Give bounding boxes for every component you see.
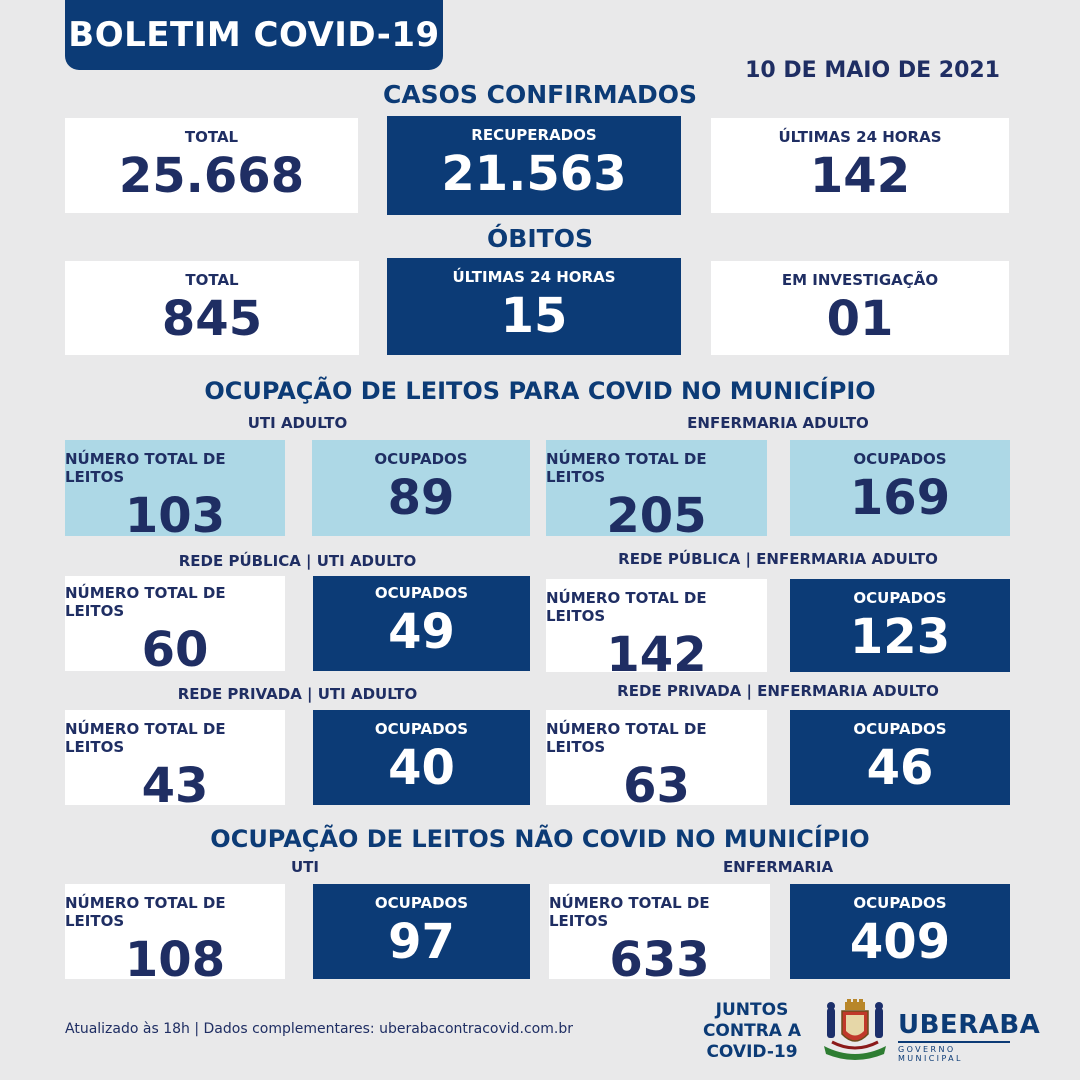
juntos-line: COVID-19 — [706, 1042, 798, 1062]
subtitle-priv-enf: REDE PRIVADA | ENFERMARIA ADULTO — [617, 682, 939, 700]
card-uti-ocupados: OCUPADOS 89 — [312, 440, 530, 536]
subtitle-uti-adulto: UTI ADULTO — [247, 414, 348, 432]
card-value: 97 — [388, 914, 455, 970]
card-pub-enf-ocupados: OCUPADOS 123 — [790, 579, 1010, 672]
subtitle-pub-uti: REDE PÚBLICA | UTI ADULTO — [178, 552, 417, 570]
card-label: OCUPADOS — [374, 894, 469, 912]
card-enf-ocupados: OCUPADOS 169 — [790, 440, 1010, 536]
card-value: 63 — [623, 758, 690, 814]
card-value: 43 — [141, 758, 209, 814]
card-value: 60 — [141, 622, 209, 678]
card-naocovid-enf-ocupados: OCUPADOS 409 — [790, 884, 1010, 979]
section-title-casos: CASOS CONFIRMADOS — [382, 80, 698, 109]
card-naocovid-uti-total: NÚMERO TOTAL DE LEITOS 108 — [65, 884, 285, 988]
section-title-obitos: ÓBITOS — [487, 224, 593, 253]
card-pub-uti-total: NÚMERO TOTAL DE LEITOS 60 — [65, 576, 285, 678]
card-label: ÚLTIMAS 24 HORAS — [778, 128, 942, 146]
card-value: 409 — [849, 914, 951, 970]
juntos-logo: JUNTOS CONTRA A COVID-19 — [702, 1000, 802, 1063]
card-value: 633 — [609, 932, 710, 988]
juntos-line: JUNTOS — [715, 1000, 789, 1020]
card-priv-uti-ocupados: OCUPADOS 40 — [313, 710, 530, 805]
card-value: 103 — [124, 488, 226, 544]
card-label: NÚMERO TOTAL DE LEITOS — [65, 894, 226, 930]
footer-updated-text: Atualizado às 18h | Dados complementares… — [65, 1021, 573, 1037]
card-naocovid-uti-ocupados: OCUPADOS 97 — [313, 884, 530, 979]
card-value: 205 — [606, 488, 707, 544]
card-priv-uti-total: NÚMERO TOTAL DE LEITOS 43 — [65, 710, 285, 814]
card-value: 25.668 — [118, 148, 305, 204]
card-value: 21.563 — [441, 146, 627, 202]
subtitle-enf: ENFERMARIA — [722, 858, 834, 876]
card-label: OCUPADOS — [374, 720, 469, 738]
card-value: 15 — [500, 288, 568, 344]
card-obitos-total: TOTAL 845 — [65, 261, 359, 355]
bulletin-title: BOLETIM COVID-19 — [65, 0, 443, 70]
subtitle-uti: UTI — [291, 858, 319, 876]
card-label: TOTAL — [184, 128, 239, 146]
card-value: 142 — [606, 627, 707, 683]
card-priv-enf-ocupados: OCUPADOS 46 — [790, 710, 1010, 805]
card-label: NÚMERO TOTAL DE LEITOS — [546, 450, 707, 486]
coat-of-arms-icon — [824, 999, 886, 1060]
card-value: 142 — [809, 148, 911, 204]
card-label: OCUPADOS — [374, 584, 469, 602]
card-label: NÚMERO TOTAL DE LEITOS — [65, 720, 226, 756]
card-label: OCUPADOS — [853, 450, 947, 468]
card-priv-enf-total: NÚMERO TOTAL DE LEITOS 63 — [546, 710, 767, 814]
bulletin-date: 10 DE MAIO DE 2021 — [745, 58, 1000, 83]
card-value: 01 — [826, 291, 894, 347]
juntos-line: CONTRA A — [702, 1021, 802, 1041]
card-value: 845 — [161, 291, 263, 347]
card-label: NÚMERO TOTAL DE LEITOS — [546, 589, 707, 625]
subtitle-priv-uti: REDE PRIVADA | UTI ADULTO — [177, 685, 418, 703]
card-obitos-investigacao: EM INVESTIGAÇÃO 01 — [711, 261, 1009, 355]
subtitle-enf-adulto: ENFERMARIA ADULTO — [687, 414, 869, 432]
card-label: OCUPADOS — [853, 589, 947, 607]
card-label: NÚMERO TOTAL DE LEITOS — [65, 584, 226, 620]
card-label: OCUPADOS — [853, 894, 947, 912]
card-value: 89 — [387, 470, 455, 526]
card-casos-recuperados: RECUPERADOS 21.563 — [387, 116, 681, 215]
section-title-naocovid: OCUPAÇÃO DE LEITOS NÃO COVID NO MUNICÍPI… — [210, 825, 870, 853]
card-label: NÚMERO TOTAL DE LEITOS — [549, 894, 710, 930]
subtitle-pub-enf: REDE PÚBLICA | ENFERMARIA ADULTO — [618, 550, 938, 568]
section-title-covid: OCUPAÇÃO DE LEITOS PARA COVID NO MUNICÍP… — [204, 377, 876, 405]
card-label: OCUPADOS — [853, 720, 947, 738]
card-uti-total: NÚMERO TOTAL DE LEITOS 103 — [65, 440, 285, 544]
card-label: ÚLTIMAS 24 HORAS — [452, 268, 616, 286]
card-value: 123 — [849, 609, 951, 665]
card-value: 40 — [388, 740, 455, 796]
card-value: 49 — [388, 604, 455, 660]
card-pub-enf-total: NÚMERO TOTAL DE LEITOS 142 — [546, 579, 767, 683]
card-enf-total: NÚMERO TOTAL DE LEITOS 205 — [546, 440, 767, 544]
card-pub-uti-ocupados: OCUPADOS 49 — [313, 576, 530, 671]
card-label: RECUPERADOS — [471, 126, 597, 144]
card-label: TOTAL — [185, 271, 239, 289]
card-label: EM INVESTIGAÇÃO — [781, 271, 939, 289]
card-value: 108 — [124, 932, 226, 988]
card-casos-ultimas: ÚLTIMAS 24 HORAS 142 — [711, 118, 1009, 213]
city-name: UBERABA — [898, 1010, 1041, 1040]
card-label: OCUPADOS — [374, 450, 468, 468]
gov-subtitle: GOVERNO MUNICIPAL — [898, 1041, 1010, 1063]
card-value: 169 — [849, 470, 951, 526]
card-obitos-ultimas: ÚLTIMAS 24 HORAS 15 — [387, 258, 681, 355]
card-label: NÚMERO TOTAL DE LEITOS — [546, 720, 707, 756]
card-naocovid-enf-total: NÚMERO TOTAL DE LEITOS 633 — [549, 884, 770, 988]
card-label: NÚMERO TOTAL DE LEITOS — [65, 450, 226, 486]
card-casos-total: TOTAL 25.668 — [65, 118, 358, 213]
card-value: 46 — [866, 740, 934, 796]
